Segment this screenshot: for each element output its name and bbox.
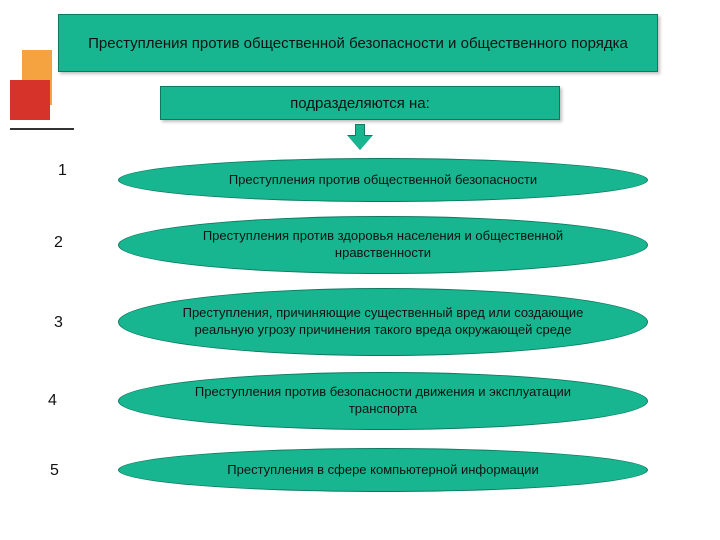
item-number-5: 5 bbox=[50, 462, 59, 480]
item-ellipse-2: Преступления против здоровья населения и… bbox=[118, 216, 648, 274]
item-text-4: Преступления против безопасности движени… bbox=[179, 384, 587, 418]
deco-underline bbox=[10, 128, 74, 130]
deco-red-square bbox=[10, 80, 50, 120]
subtitle-text: подразделяются на: bbox=[290, 95, 430, 112]
item-text-3: Преступления, причиняющие существенный в… bbox=[179, 305, 587, 339]
item-number-4: 4 bbox=[48, 392, 57, 410]
item-text-1: Преступления против общественной безопас… bbox=[229, 172, 537, 189]
item-number-2: 2 bbox=[54, 234, 63, 252]
arrow-down-icon bbox=[348, 124, 372, 152]
subtitle-box: подразделяются на: bbox=[160, 86, 560, 120]
title-text: Преступления против общественной безопас… bbox=[88, 35, 628, 52]
title-box: Преступления против общественной безопас… bbox=[58, 14, 658, 72]
item-ellipse-4: Преступления против безопасности движени… bbox=[118, 372, 648, 430]
item-text-2: Преступления против здоровья населения и… bbox=[179, 228, 587, 262]
item-ellipse-3: Преступления, причиняющие существенный в… bbox=[118, 288, 648, 356]
item-number-3: 3 bbox=[54, 314, 63, 332]
item-ellipse-5: Преступления в сфере компьютерной информ… bbox=[118, 448, 648, 492]
item-text-5: Преступления в сфере компьютерной информ… bbox=[227, 462, 538, 479]
item-ellipse-1: Преступления против общественной безопас… bbox=[118, 158, 648, 202]
item-number-1: 1 bbox=[58, 162, 67, 180]
